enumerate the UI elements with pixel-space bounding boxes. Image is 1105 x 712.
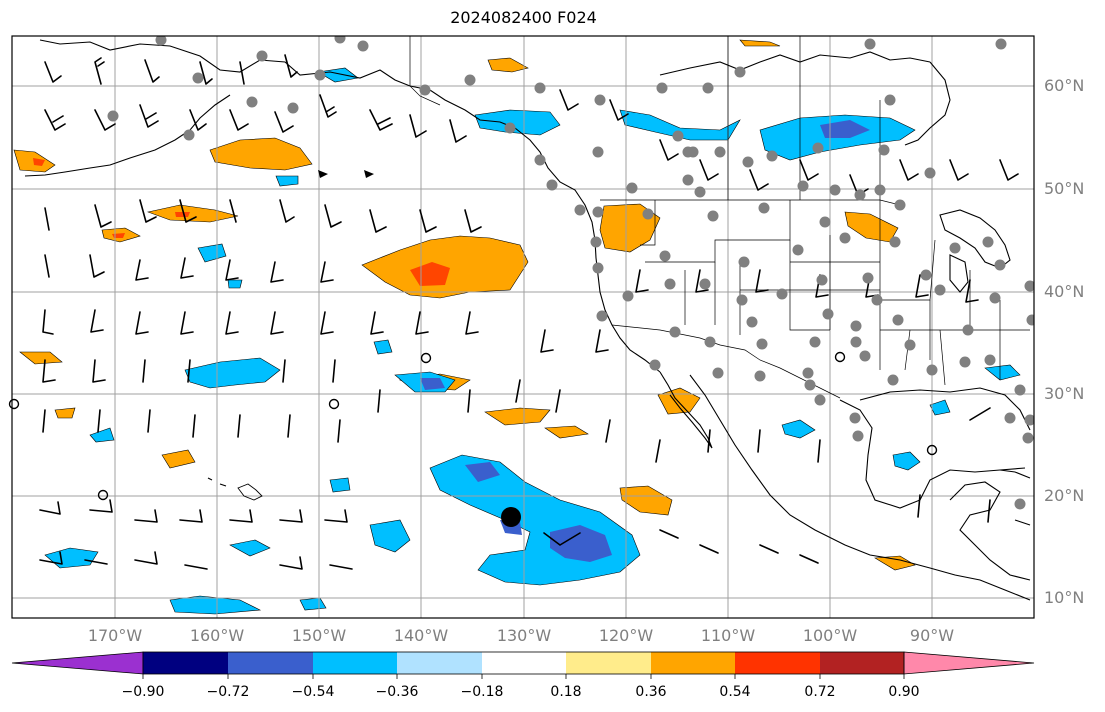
field-blob (874, 555, 916, 571)
field-blob (844, 211, 899, 243)
colorbar (11, 651, 1035, 679)
lon-label: 110°W (700, 626, 756, 645)
field-blob (474, 109, 561, 136)
field-blob (373, 339, 393, 355)
field-core (550, 525, 612, 562)
field-blob (619, 485, 673, 516)
colorbar-tick-label: 0.36 (635, 684, 667, 700)
field-core (410, 262, 450, 286)
field-blob (369, 519, 411, 553)
lon-label: 140°W (393, 626, 449, 645)
field-blob (929, 399, 951, 416)
center-marker (501, 507, 521, 527)
field-core (465, 462, 500, 482)
colorbar-segment (820, 652, 904, 674)
field-blob (209, 137, 313, 171)
colorbar-segment (482, 652, 566, 674)
lat-label: 40°N (1044, 282, 1085, 301)
graticule (12, 36, 1034, 618)
field-blob (89, 427, 115, 443)
field-blob (544, 425, 589, 439)
field-blob (487, 57, 529, 73)
barb-flags (318, 170, 374, 178)
field-blob (892, 451, 921, 471)
field-blob (146, 204, 239, 223)
field-blob (329, 477, 351, 493)
field-blob (19, 351, 63, 365)
field-blob (739, 39, 781, 47)
field-blob (227, 279, 243, 289)
colorbar-tick-label: −0.18 (460, 684, 504, 700)
field-blob (169, 595, 262, 615)
colorbar-tick-label: −0.54 (291, 684, 335, 700)
station-dots (107, 36, 1034, 510)
field-core (175, 212, 190, 217)
colorbar-segment (143, 652, 228, 674)
lon-label: 130°W (496, 626, 552, 645)
field-core (33, 158, 45, 166)
map-frame (11, 35, 1035, 619)
map-title: 2024082400 F024 (450, 8, 597, 27)
colorbar-segment (566, 652, 651, 674)
lat-label: 20°N (1044, 486, 1085, 505)
colorbar-segment (397, 652, 482, 674)
field-blob (781, 419, 816, 439)
lat-label: 30°N (1044, 384, 1085, 403)
colorbar-tick-label: 0.18 (550, 684, 582, 700)
colorbar-segment (735, 652, 820, 674)
lon-label: 170°W (87, 626, 143, 645)
colorbar-tick-label: −0.72 (206, 684, 250, 700)
field-blob (275, 175, 299, 187)
calm-markers (8, 351, 938, 501)
political-borders (409, 36, 1030, 399)
colorbar-segment (651, 652, 735, 674)
colorbar-segment (228, 652, 313, 674)
field-blob (429, 454, 641, 586)
lon-label: 100°W (802, 626, 858, 645)
lon-label: 120°W (598, 626, 654, 645)
field-blob (619, 109, 741, 141)
lat-label: 60°N (1044, 76, 1085, 95)
colorbar-tick-label: −0.90 (121, 684, 165, 700)
colorbar-tick-label: 0.54 (719, 684, 751, 700)
colorbar-tick-label: 0.90 (888, 684, 920, 700)
colorbar-segment (313, 652, 397, 674)
field-blob (197, 243, 227, 263)
wind-barbs (39, 54, 1019, 570)
lon-label: 90°W (909, 626, 955, 645)
field-core (820, 120, 870, 138)
field-blob (44, 547, 99, 569)
field-blob (657, 387, 701, 415)
field-core (420, 378, 445, 390)
field-blob (229, 539, 271, 557)
field-blob (161, 449, 196, 469)
anomaly-fields (13, 39, 1021, 615)
field-blob (984, 364, 1021, 381)
field-blob (299, 597, 327, 611)
lat-label: 50°N (1044, 179, 1085, 198)
field-blob (54, 407, 76, 419)
field-blob (184, 357, 281, 389)
colorbar-tick-label: 0.72 (804, 684, 836, 700)
colorbar-tick-label: −0.36 (375, 684, 419, 700)
lat-label: 10°N (1044, 588, 1085, 607)
lon-label: 160°W (189, 626, 245, 645)
lon-label: 150°W (291, 626, 347, 645)
colorbar-max-extension (903, 651, 1035, 675)
field-blob (484, 407, 551, 426)
colorbar-min-extension (11, 651, 144, 675)
